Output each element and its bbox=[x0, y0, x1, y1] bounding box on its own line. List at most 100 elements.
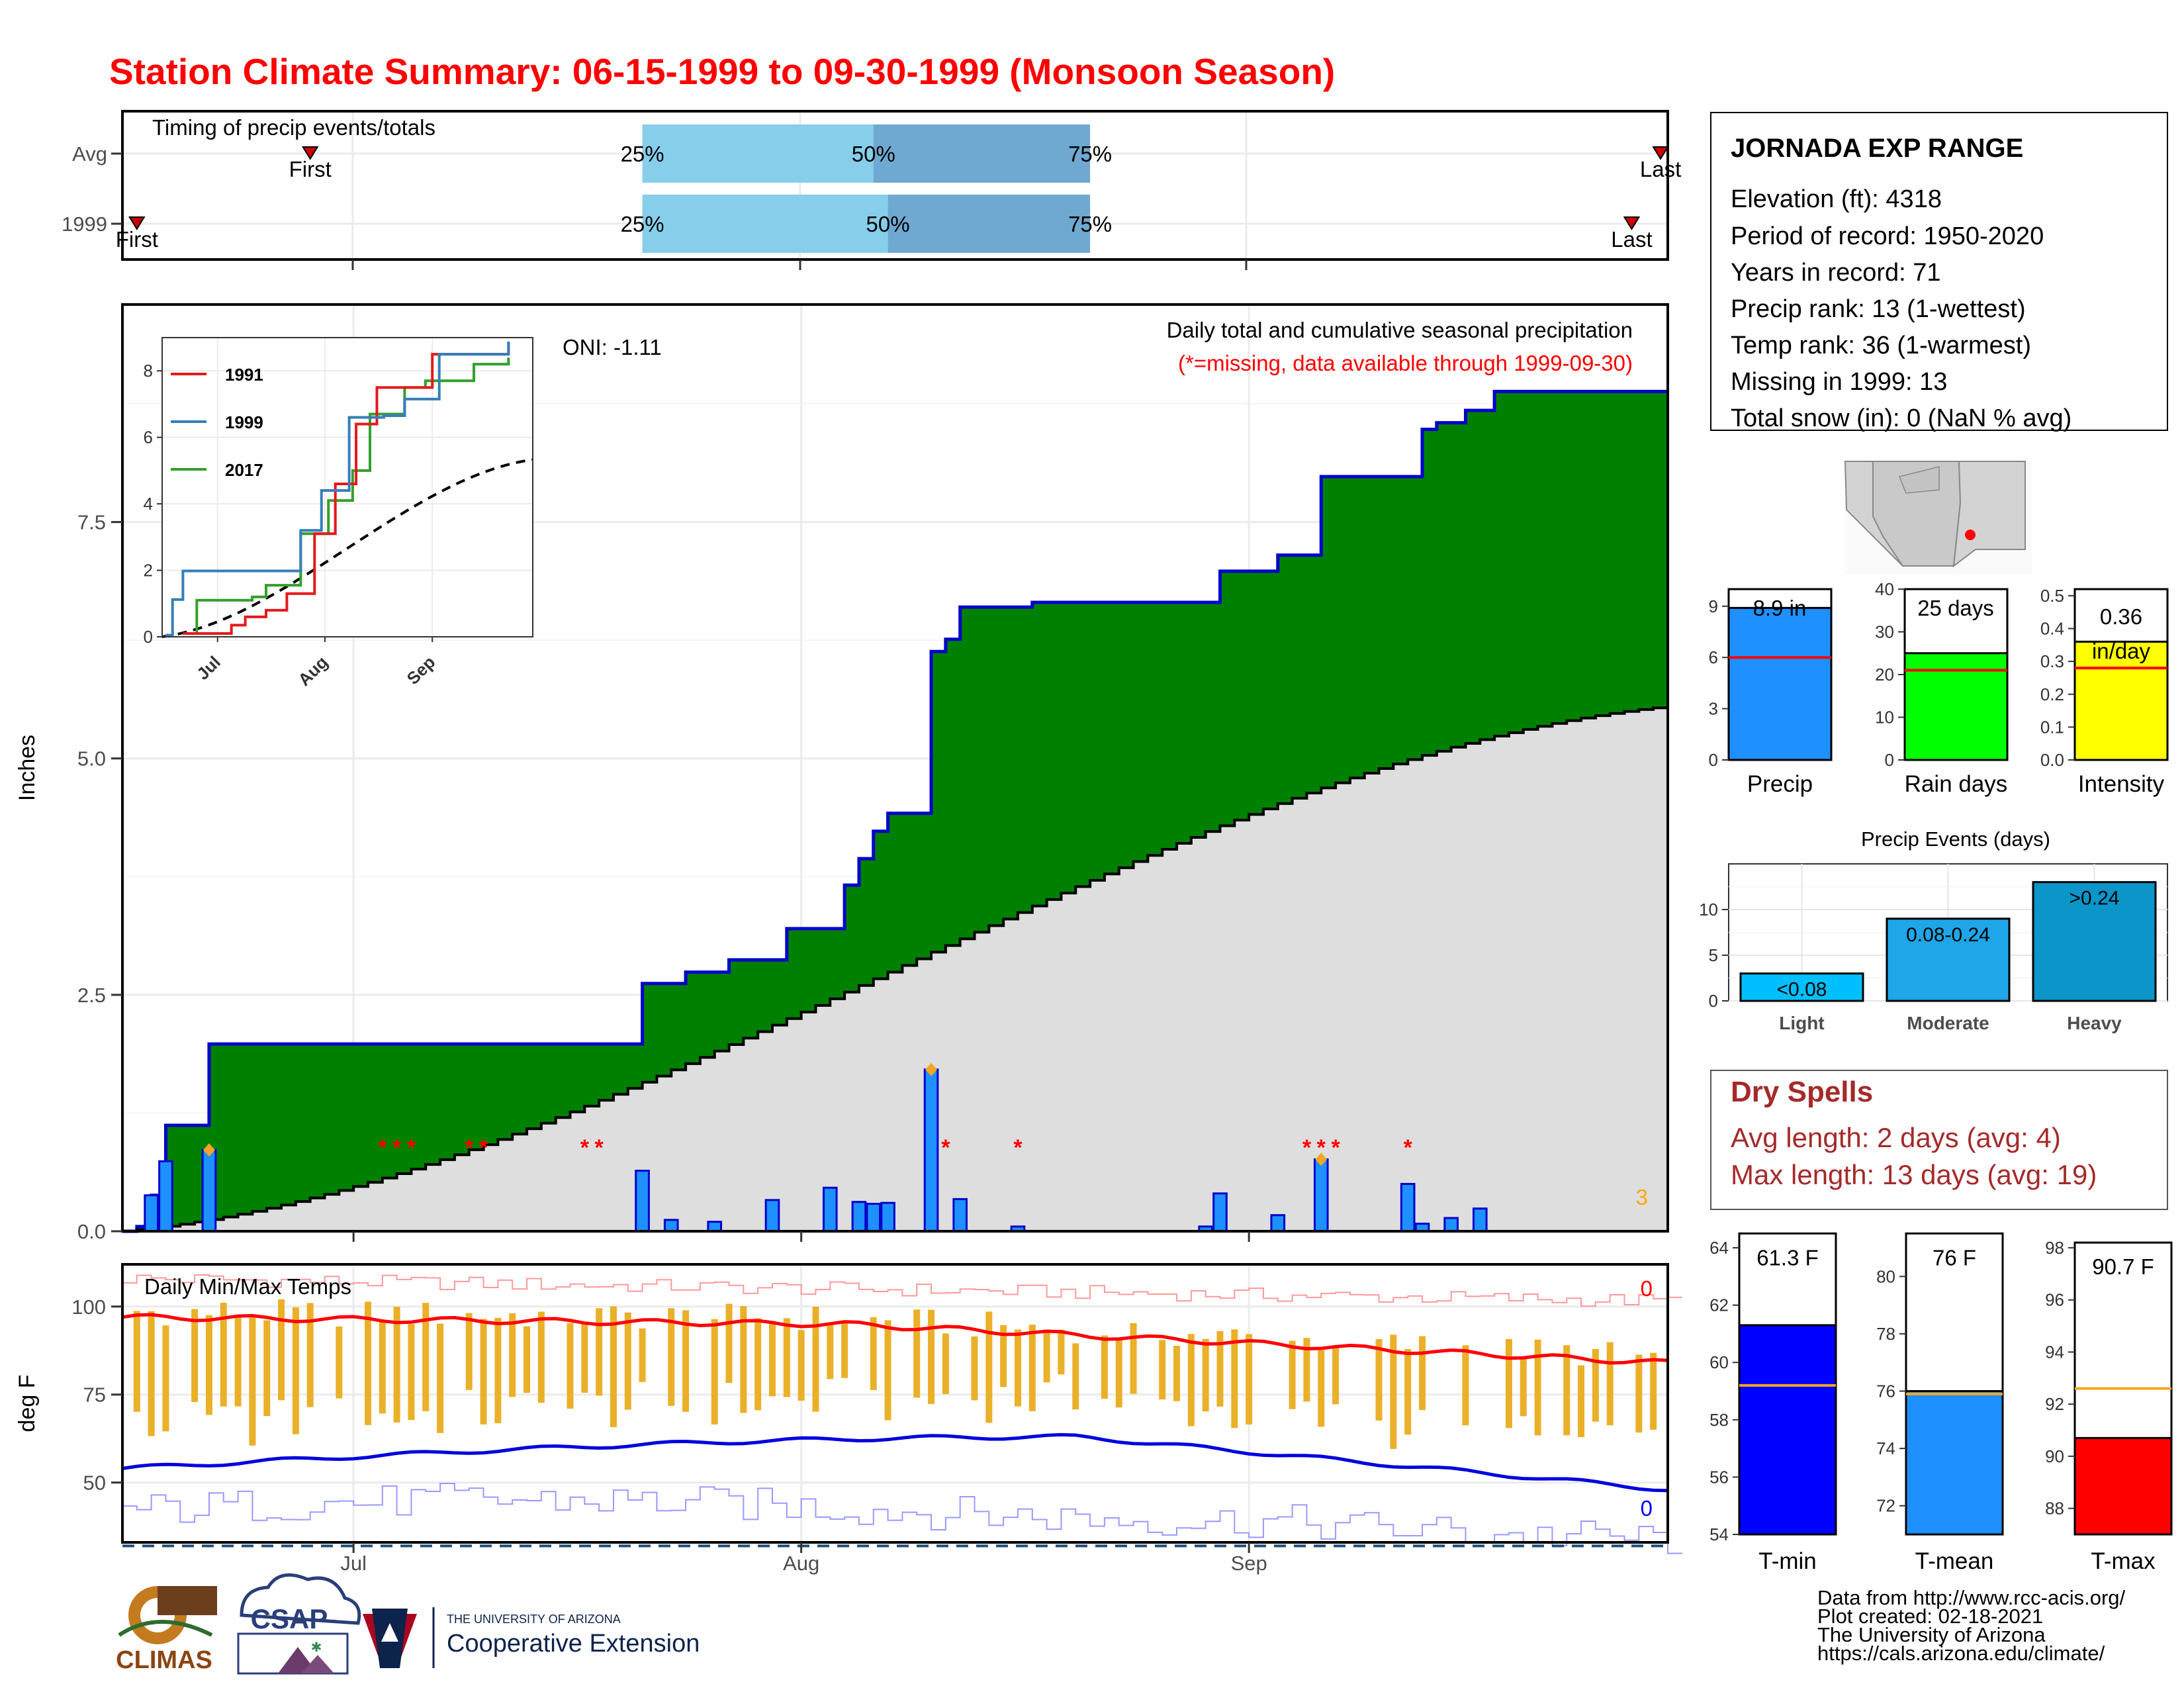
daily-temp-bar-47 bbox=[797, 1330, 805, 1401]
ua-logo-small-text: THE UNIVERSITY OF ARIZONA bbox=[447, 1613, 621, 1626]
timing-last-marker-1 bbox=[1623, 216, 1641, 230]
daily-temp-bar-60 bbox=[985, 1311, 993, 1423]
raindays-tick-3: 30 bbox=[1875, 622, 1894, 642]
inset-y-tick-3: 6 bbox=[144, 428, 153, 447]
events-tick-2: 10 bbox=[1699, 900, 1718, 919]
precip-panel-frame bbox=[121, 303, 1669, 1233]
raindays-tick-0: 0 bbox=[1885, 750, 1894, 770]
missing-day-marker-8: * bbox=[1013, 1135, 1023, 1160]
raindays-value: 25 days bbox=[1917, 596, 1994, 620]
daily-precip-bar-7 bbox=[822, 1186, 838, 1233]
daily-temp-bar-88 bbox=[1390, 1335, 1397, 1449]
intensity-tick-0: 0.0 bbox=[2040, 750, 2064, 770]
daily-temp-bar-83 bbox=[1318, 1350, 1325, 1427]
intensity-value-line1: 0.36 bbox=[2100, 604, 2142, 629]
events-bar-label-1: 0.08-0.24 bbox=[1906, 924, 1990, 946]
daily-precip-bar-2 bbox=[201, 1149, 217, 1233]
daily-temp-bar-46 bbox=[783, 1318, 790, 1397]
daily-temp-bar-65 bbox=[1058, 1329, 1065, 1375]
daily-temp-bar-17 bbox=[364, 1301, 371, 1425]
intensity-tick-3: 0.3 bbox=[2040, 651, 2064, 671]
tbar-tick-2-0: 88 bbox=[2045, 1499, 2064, 1519]
daily-temp-bar-72 bbox=[1159, 1340, 1166, 1400]
timing-pct-label-1-2: 75% bbox=[1068, 212, 1112, 236]
daily-temp-bar-106 bbox=[1650, 1352, 1657, 1430]
events-category-light: Light bbox=[1779, 1013, 1824, 1033]
daily-precip-bar-18 bbox=[1400, 1183, 1416, 1233]
missing-day-marker-10: * bbox=[1317, 1135, 1326, 1160]
timing-pct-label-0-2: 75% bbox=[1068, 142, 1112, 166]
missing-day-marker-3: * bbox=[465, 1135, 474, 1160]
daily-temp-bar-66 bbox=[1072, 1343, 1079, 1410]
precip-panel: * * * * * * * * * * * * * 0.02.55.07.5 Inches Daily … bbox=[15, 303, 1669, 1243]
precip-tick-0: 0 bbox=[1709, 750, 1718, 770]
daily-precip-bar-8 bbox=[851, 1201, 867, 1233]
raindays-label: Rain days bbox=[1905, 771, 2008, 797]
climas-logo: CLIMAS bbox=[116, 1586, 217, 1674]
daily-temp-bar-50 bbox=[841, 1323, 848, 1378]
station-line-elevation: Elevation (ft): 4318 bbox=[1731, 185, 1942, 213]
missing-day-marker-11: * bbox=[1331, 1135, 1340, 1160]
x-tick-jul: Jul bbox=[340, 1552, 367, 1575]
daily-precip-bar-21 bbox=[1472, 1207, 1488, 1233]
oni-label: ONI: -1.11 bbox=[563, 335, 662, 359]
tbar-value-0: 61.3 F bbox=[1756, 1245, 1819, 1270]
missing-day-marker-2: * bbox=[407, 1135, 416, 1160]
precip-y-tick-1: 2.5 bbox=[77, 984, 106, 1007]
daily-temp-bar-33 bbox=[596, 1308, 603, 1396]
missing-day-marker-7: * bbox=[941, 1135, 950, 1160]
inset-y-tick-2: 4 bbox=[144, 494, 153, 514]
timing-pct-label-0-1: 50% bbox=[852, 142, 895, 166]
daily-temp-bar-96 bbox=[1505, 1338, 1512, 1429]
timing-pct-label-1-1: 50% bbox=[866, 212, 910, 236]
inset-line-1999 bbox=[165, 342, 510, 637]
station-line-missing: Missing in 1999: 13 bbox=[1731, 368, 1947, 396]
daily-temp-bar-81 bbox=[1289, 1340, 1296, 1409]
timing-heading: Timing of precip events/totals bbox=[152, 115, 435, 140]
precip-y-tick-0: 0.0 bbox=[77, 1220, 106, 1243]
climas-logo-text: CLIMAS bbox=[116, 1646, 212, 1674]
daily-temp-bar-59 bbox=[971, 1336, 978, 1401]
intensity-label: Intensity bbox=[2078, 771, 2165, 797]
daily-temp-bar-31 bbox=[567, 1323, 574, 1409]
events-category-moderate: Moderate bbox=[1907, 1013, 1989, 1033]
intensity-tick-5: 0.5 bbox=[2040, 586, 2064, 606]
temp-summary-bars: 54 56 58 60 62 64 61.3 F T-min 72 74 76 78 80 76 F T-m… bbox=[1709, 1232, 2173, 1574]
inset-line-2017 bbox=[183, 357, 510, 635]
tbar-label-2: T-max bbox=[2091, 1548, 2156, 1574]
precip-tick-1: 3 bbox=[1709, 699, 1718, 719]
daily-precip-bar-20 bbox=[1443, 1217, 1459, 1233]
daily-temp-bar-63 bbox=[1028, 1325, 1036, 1411]
average-min-line bbox=[122, 1432, 1668, 1493]
tbar-label-0: T-min bbox=[1758, 1548, 1817, 1574]
daily-precip-bar-17 bbox=[1313, 1158, 1329, 1233]
daily-precip-bar-15 bbox=[1212, 1192, 1228, 1233]
summary-bars: 0 3 6 9 Precip 0 10 20 30 40 Rain days 0.0 0.1 0.2 0.3… bbox=[1709, 579, 2169, 797]
daily-precip-bar-0 bbox=[144, 1194, 159, 1233]
temp-y-tick-1: 75 bbox=[83, 1383, 106, 1407]
temp-panel: 50 75 100 deg F Daily Min/Max Temps 0 0 Ju… bbox=[15, 1231, 1682, 1575]
daily-precip-bar-1 bbox=[158, 1160, 173, 1233]
timing-pct-label-1-0: 25% bbox=[621, 212, 664, 236]
daily-precip-bar-11 bbox=[923, 1068, 939, 1233]
precip-y-tick-3: 7.5 bbox=[77, 511, 106, 534]
precip-events-chart: Precip Events (days) <0.08 Light 0.08-0.24… bbox=[1699, 827, 2168, 1033]
timing-first-marker-0 bbox=[301, 146, 319, 160]
daily-temp-bar-8 bbox=[234, 1317, 242, 1407]
observed-cumulative-area bbox=[122, 391, 1668, 1231]
intensity-tick-2: 0.2 bbox=[2040, 684, 2064, 704]
daily-temp-bar-75 bbox=[1202, 1338, 1209, 1412]
events-bar-label-2: >0.24 bbox=[2070, 888, 2120, 910]
daily-temp-bar-57 bbox=[942, 1333, 949, 1394]
daily-temp-bar-62 bbox=[1014, 1329, 1021, 1407]
inset-average-line bbox=[161, 458, 533, 638]
daily-temp-bar-15 bbox=[336, 1326, 343, 1399]
dry-spells-max: Max length: 13 days (avg: 19) bbox=[1731, 1159, 2097, 1190]
daily-temp-bar-43 bbox=[740, 1306, 747, 1413]
inset-y-tick-4: 8 bbox=[144, 361, 153, 381]
tbar-tick-1-0: 72 bbox=[1876, 1496, 1895, 1516]
timing-row-label-1999: 1999 bbox=[62, 212, 107, 236]
tbar-tick-1-1: 74 bbox=[1876, 1438, 1895, 1458]
